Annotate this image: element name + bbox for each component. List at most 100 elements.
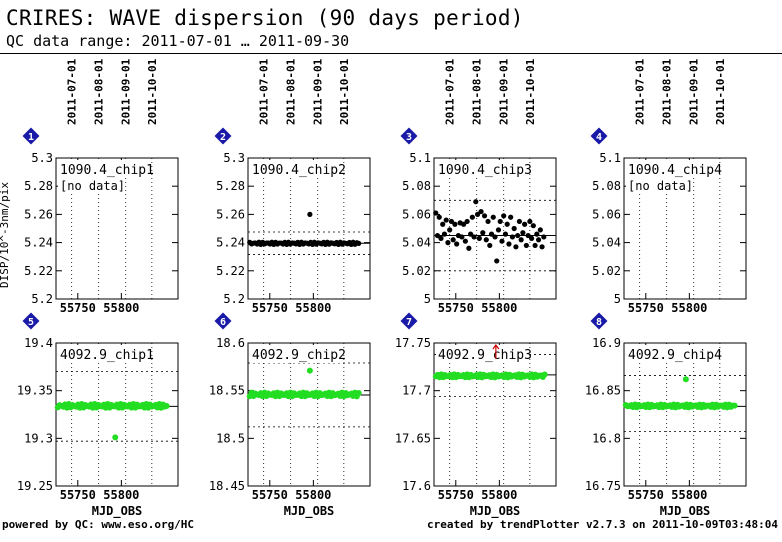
page-title: CRIRES: WAVE dispersion (90 days period) (6, 6, 524, 30)
data-point (501, 213, 507, 219)
data-point (541, 234, 547, 240)
no-data-note: [no data] (60, 179, 125, 193)
data-point (508, 214, 514, 220)
panel-label-bg (626, 345, 718, 363)
x-tick-label: 55750 (60, 301, 96, 315)
y-tick-label: 16.85 (585, 384, 621, 398)
date-tick-label: 2011-10-01 (524, 58, 537, 125)
data-point (466, 245, 472, 251)
panel-frame (247, 157, 371, 300)
y-tick-label: 5.08 (592, 179, 621, 193)
y-tick-label: 5.2 (31, 292, 53, 306)
data-point (448, 218, 455, 225)
y-tick-label: 5.2 (223, 292, 245, 306)
data-point (438, 235, 444, 241)
data-point (443, 217, 449, 223)
panel-number: 4 (596, 132, 602, 143)
data-point (434, 232, 441, 239)
data-point (494, 258, 500, 264)
data-point (534, 231, 540, 237)
data-point (306, 367, 313, 374)
data-point (487, 242, 493, 249)
x-tick-label: 55800 (295, 301, 331, 315)
y-tick-label: 5.04 (402, 236, 431, 250)
data-point (461, 221, 467, 227)
y-tick-label: 18.5 (216, 431, 245, 445)
panel-label: 4092.9_chip2 (252, 348, 346, 363)
data-point (497, 218, 503, 225)
panel-number: 7 (406, 317, 412, 328)
y-tick-label: 5 (614, 292, 621, 306)
y-tick-label: 18.45 (209, 479, 245, 493)
y-tick-label: 5.3 (31, 151, 53, 165)
panel-number: 8 (596, 317, 602, 328)
data-point (436, 214, 442, 220)
data-point (504, 221, 510, 227)
panel-label: 1090.4_chip2 (252, 163, 346, 178)
footer-created-by: created by trendPlotter v2.7.3 on 2011-1… (427, 518, 778, 531)
panel-badge-icon (214, 312, 232, 330)
y-tick-label: 5.1 (599, 151, 621, 165)
x-tick-label: 55800 (103, 301, 139, 315)
panel-badge-icon (400, 312, 418, 330)
data-point (499, 238, 505, 244)
x-tick-label: 55800 (671, 301, 707, 315)
data-point (462, 238, 468, 244)
x-tick-label: 55800 (295, 488, 331, 502)
data-point (529, 235, 535, 241)
data-point (502, 231, 509, 237)
data-point (450, 237, 456, 243)
panel-label: 4092.9_chip4 (628, 348, 722, 363)
panel-number: 3 (406, 132, 412, 143)
x-tick-label: 55800 (103, 488, 139, 502)
panel-label-bg (250, 345, 342, 363)
data-point (532, 242, 538, 249)
panel-label: 4092.9_chip1 (60, 348, 154, 363)
data-point (541, 371, 548, 378)
y-tick-label: 5.08 (402, 179, 431, 193)
date-tick-label: 2011-10-01 (338, 58, 351, 125)
y-tick-label: 5 (424, 292, 431, 306)
date-tick-label: 2011-07-01 (444, 58, 457, 125)
panel-label-bg (250, 160, 342, 178)
panel-frame (55, 342, 179, 487)
y-tick-label: 5.22 (216, 264, 245, 278)
date-tick-label: 2011-09-01 (498, 58, 511, 125)
data-point (485, 218, 491, 225)
y-tick-label: 17.7 (402, 384, 431, 398)
data-point (355, 389, 362, 396)
data-point (112, 434, 119, 441)
panel-label-bg (436, 345, 528, 363)
panel-badge-icon (400, 127, 418, 145)
data-point (469, 214, 475, 220)
data-point (488, 231, 495, 237)
panel-frame (433, 157, 557, 300)
data-point (481, 213, 488, 219)
panel-frame (433, 342, 557, 487)
panel-label-bg (436, 160, 528, 178)
x-tick-label: 55750 (438, 488, 474, 502)
panel-frame (623, 157, 747, 300)
y-tick-label: 5.06 (592, 207, 621, 221)
data-point (452, 221, 458, 227)
footer-powered-by: powered by QC: www.eso.org/HC (2, 518, 195, 531)
data-point (506, 241, 512, 247)
y-tick-label: 19.3 (24, 431, 53, 445)
y-tick-label: 16.8 (592, 431, 621, 445)
y-tick-label: 19.25 (17, 479, 53, 493)
x-tick-label: 55800 (481, 488, 517, 502)
data-point (523, 242, 529, 249)
panel-badge-icon (590, 312, 608, 330)
panel-frame (55, 157, 179, 300)
out-of-range-arrow-icon (492, 344, 500, 359)
data-point (731, 402, 738, 409)
data-point (445, 240, 451, 246)
date-tick-label: 2011-08-01 (93, 58, 106, 125)
data-point (516, 218, 523, 225)
x-axis-title: MJD_OBS (660, 504, 711, 519)
y-tick-label: 5.26 (216, 207, 245, 221)
data-point (433, 210, 439, 216)
panel-badge-icon (590, 127, 608, 145)
y-tick-label: 5.3 (223, 151, 245, 165)
